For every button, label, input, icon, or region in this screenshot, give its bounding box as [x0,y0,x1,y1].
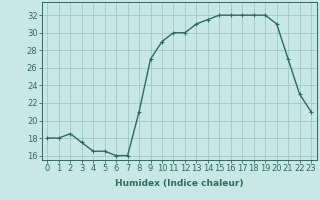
X-axis label: Humidex (Indice chaleur): Humidex (Indice chaleur) [115,179,244,188]
